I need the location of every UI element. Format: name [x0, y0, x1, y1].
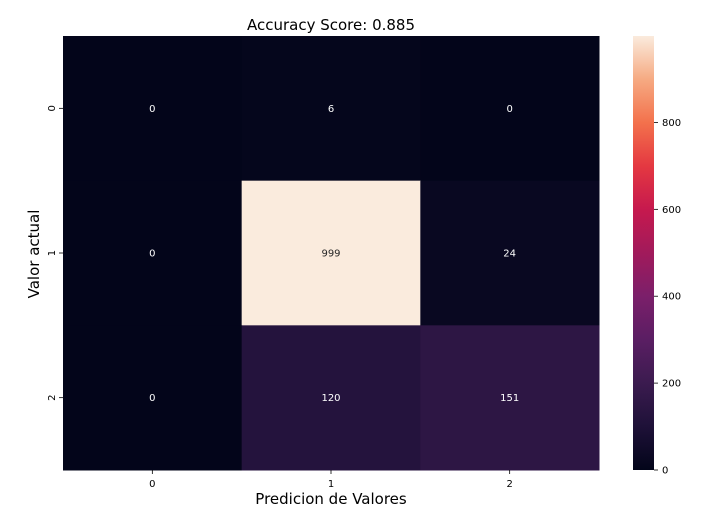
chart-title: Accuracy Score: 0.885	[247, 16, 415, 34]
y-axis-ticks: 0 1 2	[47, 105, 63, 401]
colorbar	[633, 36, 654, 470]
heatmap-cell	[420, 325, 600, 471]
cell-value-label: 120	[321, 393, 340, 404]
cell-value-label: 24	[503, 249, 516, 260]
heatmap-cell	[63, 180, 243, 326]
x-tick-label: 2	[506, 479, 512, 490]
colorbar-tick-label: 200	[662, 379, 681, 390]
heatmap-cell	[241, 325, 421, 471]
heatmap-cells	[63, 36, 600, 471]
x-axis-label: Predicion de Valores	[255, 490, 407, 508]
y-tick-label: 2	[47, 394, 58, 400]
x-tick-label: 1	[328, 479, 334, 490]
heatmap-cell	[241, 36, 421, 182]
y-axis-label: Valor actual	[25, 210, 43, 299]
colorbar-tick-label: 600	[662, 205, 681, 216]
y-tick-label: 1	[47, 250, 58, 256]
heatmap-cell	[420, 36, 600, 182]
heatmap-cell	[420, 180, 600, 326]
x-axis-ticks: 0 1 2	[149, 470, 513, 490]
cell-value-label: 0	[149, 104, 155, 115]
heatmap-cell	[241, 180, 421, 326]
cell-value-label: 999	[321, 249, 340, 260]
colorbar-ticks: 0 200 400 600 800	[654, 118, 681, 477]
colorbar-tick-label: 400	[662, 292, 681, 303]
cell-value-label: 0	[506, 104, 512, 115]
cell-value-label: 0	[149, 249, 155, 260]
x-tick-label: 0	[149, 479, 155, 490]
heatmap-cell	[63, 36, 243, 182]
colorbar-tick-label: 800	[662, 118, 681, 129]
heatmap-cell	[63, 325, 243, 471]
heatmap-cell-labels: 0 6 0 0 999 24 0 120 151	[149, 104, 519, 404]
y-tick-label: 0	[47, 105, 58, 111]
cell-value-label: 0	[149, 393, 155, 404]
colorbar-tick-label: 0	[662, 466, 668, 477]
cell-value-label: 151	[500, 393, 519, 404]
cell-value-label: 6	[328, 104, 334, 115]
